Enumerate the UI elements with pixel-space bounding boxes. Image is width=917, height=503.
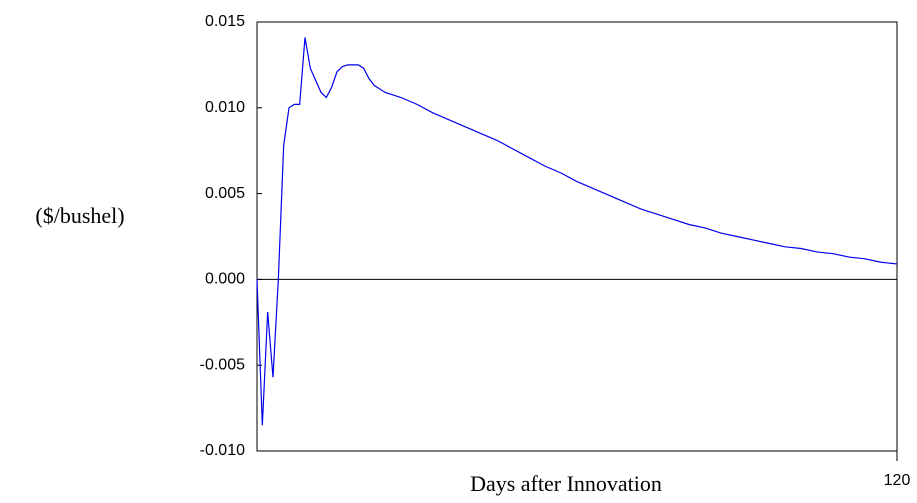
y-axis-label: ($/bushel) [35, 203, 124, 228]
y-tick-label: -0.010 [200, 442, 245, 459]
y-tick-label: 0.000 [205, 271, 245, 288]
x-tick-label: 120 [884, 472, 911, 489]
y-tick-label: 0.015 [205, 13, 245, 30]
plot-frame [256, 21, 898, 452]
y-tick-label: 0.010 [205, 99, 245, 116]
x-axis-label: Days after Innovation [470, 471, 662, 496]
y-tick-label: 0.005 [205, 185, 245, 202]
y-tick-label: -0.005 [200, 356, 245, 373]
line-series [256, 37, 898, 426]
